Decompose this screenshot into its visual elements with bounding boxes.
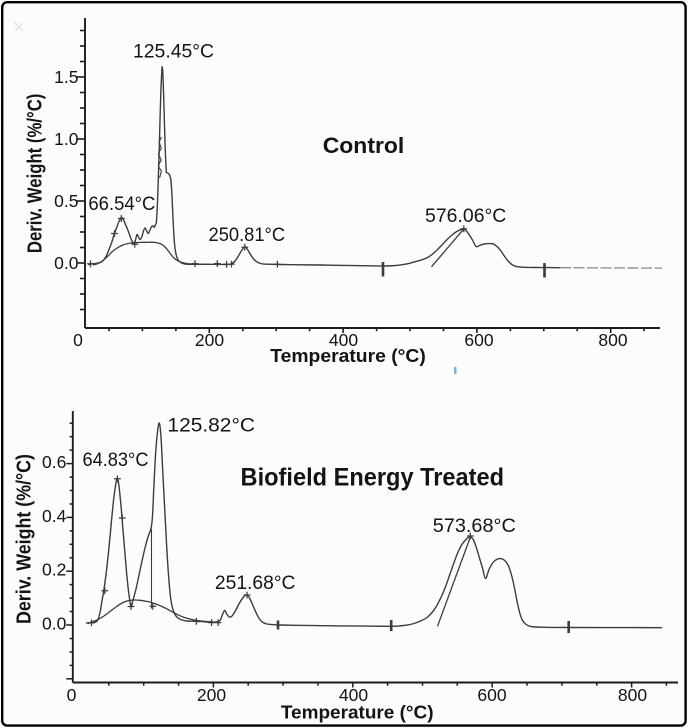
svg-text:600: 600	[477, 685, 506, 705]
svg-text:125.45°C: 125.45°C	[133, 40, 214, 62]
svg-text:573.68°C: 573.68°C	[433, 515, 516, 537]
svg-text:200: 200	[197, 685, 226, 705]
svg-text:0.6: 0.6	[42, 452, 66, 472]
svg-text:Control: Control	[323, 133, 405, 158]
svg-text:0.4: 0.4	[42, 506, 67, 526]
svg-text:125.82°C: 125.82°C	[167, 415, 255, 437]
svg-text:Deriv. Weight (%/°C): Deriv. Weight (%/°C)	[14, 454, 36, 624]
svg-text:0: 0	[73, 330, 83, 350]
svg-text:576.06°C: 576.06°C	[425, 205, 506, 227]
svg-text:251.68°C: 251.68°C	[215, 572, 296, 594]
svg-text:200: 200	[195, 330, 224, 350]
svg-text:0.0: 0.0	[42, 614, 67, 634]
svg-text:400: 400	[339, 685, 368, 705]
svg-text:1.5: 1.5	[54, 67, 78, 87]
svg-text:0.0: 0.0	[54, 253, 79, 273]
svg-text:Deriv. Weight (%/°C): Deriv. Weight (%/°C)	[24, 94, 46, 254]
svg-text:66.54°C: 66.54°C	[88, 193, 155, 215]
svg-text:1.0: 1.0	[54, 129, 79, 149]
svg-text:64.83°C: 64.83°C	[83, 449, 149, 471]
svg-text:Biofield Energy Treated: Biofield Energy Treated	[241, 464, 505, 492]
svg-text:400: 400	[329, 330, 358, 350]
svg-text:Temperature (°C): Temperature (°C)	[281, 702, 434, 722]
svg-text:800: 800	[618, 685, 647, 705]
svg-text:250.81°C: 250.81°C	[209, 224, 286, 246]
svg-text:0.5: 0.5	[54, 191, 78, 211]
svg-text:800: 800	[598, 330, 627, 350]
svg-text:Temperature (°C): Temperature (°C)	[270, 346, 426, 366]
svg-text:0.2: 0.2	[42, 560, 66, 580]
svg-text:600: 600	[464, 330, 493, 350]
svg-text:0: 0	[67, 685, 77, 705]
